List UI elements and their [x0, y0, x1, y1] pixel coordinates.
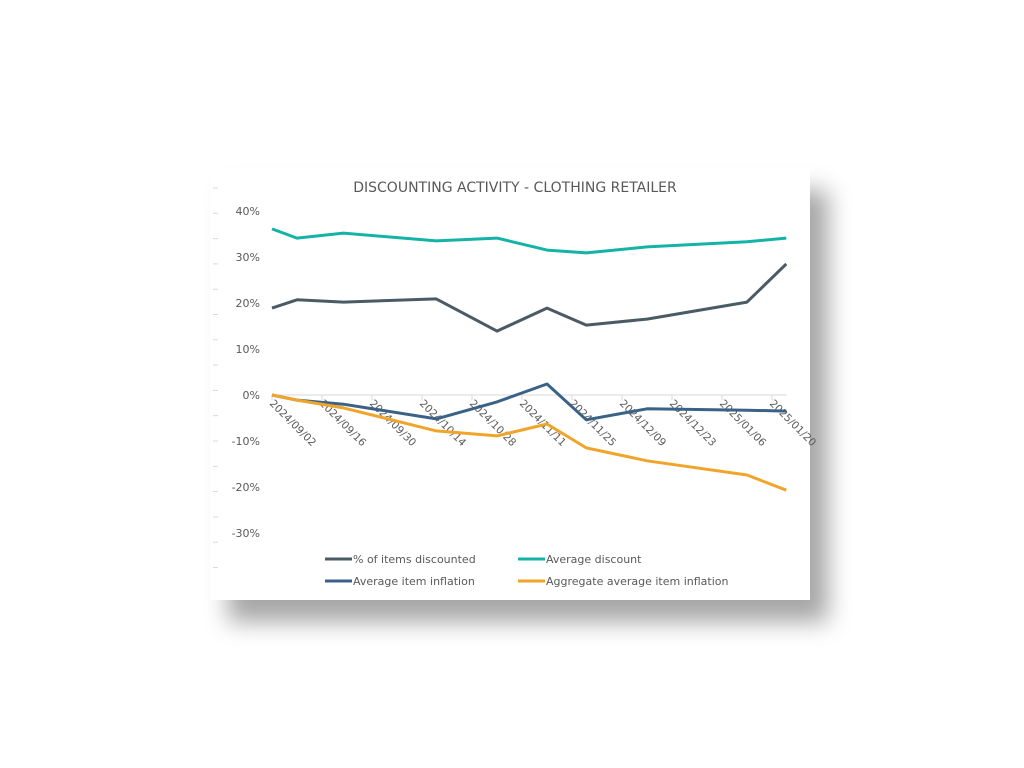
x-tick-label: 2024/11/11	[517, 398, 568, 449]
chart-title: DISCOUNTING ACTIVITY - CLOTHING RETAILER	[353, 180, 677, 196]
legend-label: Average item inflation	[353, 575, 475, 588]
x-tick-label: 2024/12/23	[667, 398, 718, 449]
legend-label: % of items discounted	[353, 553, 476, 566]
y-tick-label: 0%	[243, 389, 260, 402]
x-tick-label: 2025/01/06	[717, 398, 769, 450]
x-tick-label: 2024/09/02	[267, 398, 318, 449]
y-tick-label: -30%	[232, 527, 260, 540]
y-tick-label: -10%	[232, 435, 260, 448]
x-tick-label: 2024/10/28	[467, 398, 518, 449]
x-tick-label: 2024/12/09	[617, 398, 668, 449]
legend-label: Average discount	[546, 553, 642, 566]
x-tick-label: 2025/01/20	[767, 398, 818, 449]
series-line-0	[271, 262, 788, 333]
y-tick-label: -20%	[232, 481, 260, 494]
y-tick-label: 30%	[236, 251, 260, 264]
y-tick-label: 10%	[236, 343, 260, 356]
series-line-2	[271, 382, 787, 422]
y-tick-label: 20%	[236, 297, 260, 310]
legend-label: Aggregate average item inflation	[546, 575, 729, 588]
x-tick-label: 2024/10/14	[417, 398, 469, 450]
series-line-3	[271, 393, 787, 492]
y-tick-label: 40%	[236, 205, 260, 218]
series-line-1	[271, 227, 787, 255]
